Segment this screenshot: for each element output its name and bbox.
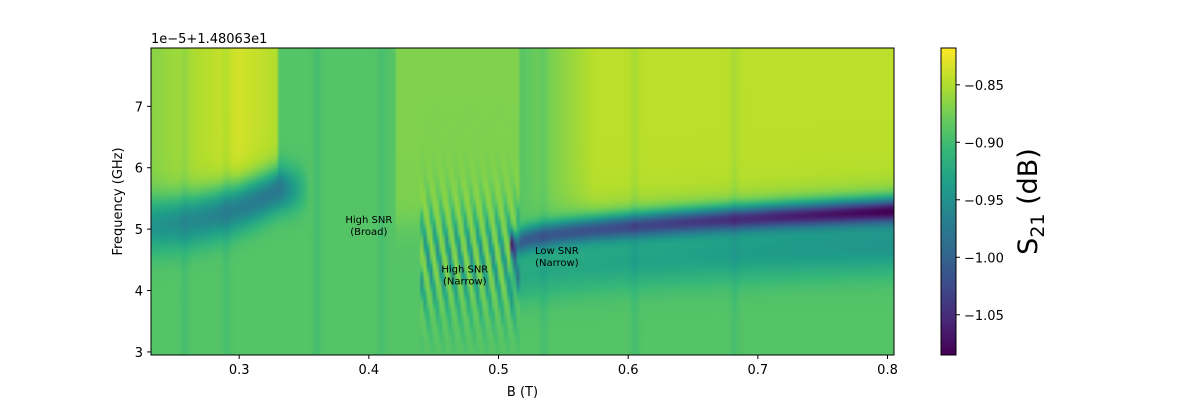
x-tick-label: 0.7 [748,363,769,378]
colorbar-label: S21 (dB) [1013,148,1049,255]
y-tick-label: 4 [135,285,143,300]
y-tick-label: 3 [135,346,143,361]
y-axis-offset-text: 1e−5+1.48063e1 [151,32,267,47]
colorbar-tick-label: −0.95 [964,194,1004,209]
colorbar-label-unit: (dB) [1013,148,1044,213]
y-tick-label: 7 [135,100,143,115]
x-tick-label: 0.3 [229,363,250,378]
x-tick-label: 0.8 [877,363,898,378]
annotation-label: High SNR (Narrow) [441,264,488,287]
colorbar-label-sub: 21 [1027,213,1049,237]
colorbar: −0.85 −0.90 −0.95 −1.00 −1.05 S21 (dB) [940,47,1049,356]
annotation-label: Low SNR (Narrow) [535,246,579,269]
x-tick-label: 0.6 [618,363,639,378]
colorbar-frame [940,47,957,356]
colorbar-tick-label: −0.90 [964,136,1004,151]
plot-frame [150,47,895,356]
colorbar-tick-label: −0.85 [964,79,1004,94]
colorbar-label-main: S [1013,238,1044,255]
y-axis: 3 4 5 6 7 [135,100,151,361]
heatmap-plot-area [150,47,895,356]
x-tick-label: 0.5 [488,363,509,378]
y-tick-label: 6 [135,162,143,177]
y-axis-label: Frequency (GHz) [111,147,126,255]
colorbar-tick-label: −1.00 [964,251,1004,266]
annotations: High SNR (Broad) High SNR (Narrow) Low SNR (N… [345,215,578,287]
colorbar-tick-label: −1.05 [964,309,1004,324]
y-tick-label: 5 [135,223,143,238]
x-axis-label: B (T) [507,385,538,400]
colorbar-gradient [941,48,956,355]
heatmap-image [151,48,894,355]
x-axis: 0.3 0.4 0.5 0.6 0.7 0.8 [229,355,898,378]
annotation-label: High SNR (Broad) [345,215,392,238]
colorbar-ticks: −0.85 −0.90 −0.95 −1.00 −1.05 [956,79,1004,324]
x-tick-label: 0.4 [358,363,379,378]
